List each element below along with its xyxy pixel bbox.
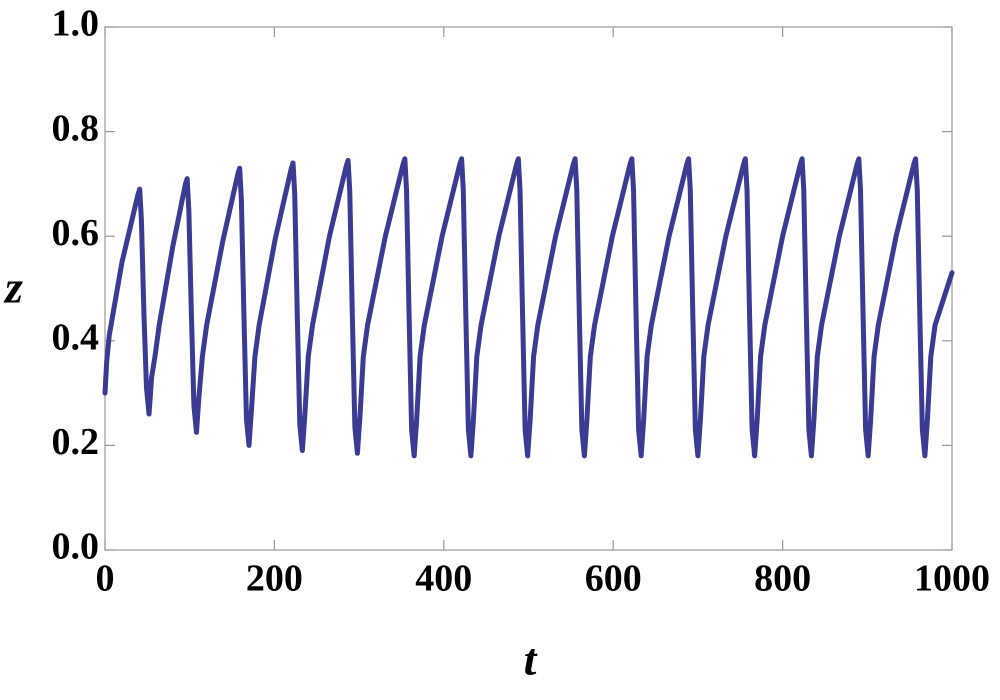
x-tick-label: 0 bbox=[96, 558, 115, 600]
x-tick-label: 800 bbox=[754, 558, 811, 600]
data-line bbox=[102, 156, 955, 459]
x-tick-label: 600 bbox=[585, 558, 642, 600]
y-tick-label: 0.4 bbox=[52, 317, 100, 359]
y-axis-label: z bbox=[3, 262, 23, 313]
y-tick-label: 0.6 bbox=[52, 212, 100, 254]
x-tick-label: 1000 bbox=[914, 558, 990, 600]
x-tick-label: 200 bbox=[246, 558, 303, 600]
x-axis-label: t bbox=[524, 634, 538, 685]
plot-frame bbox=[104, 26, 953, 551]
y-tick-label: 0.2 bbox=[52, 421, 100, 463]
y-tick-label: 1.0 bbox=[52, 3, 100, 45]
y-tick-label: 0.0 bbox=[52, 526, 100, 568]
y-tick-label: 0.8 bbox=[52, 107, 100, 149]
x-tick-label: 400 bbox=[415, 558, 472, 600]
